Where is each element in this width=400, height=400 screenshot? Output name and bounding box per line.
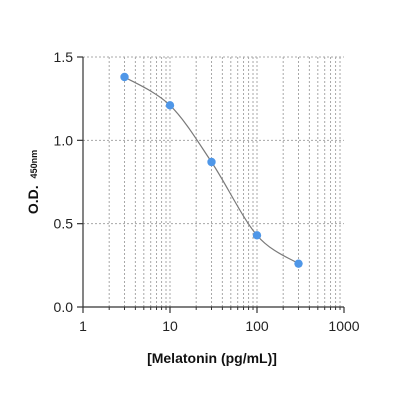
- x-tick-label: 1: [79, 318, 87, 334]
- data-point: [165, 101, 175, 110]
- data-point: [120, 72, 129, 82]
- data-point: [207, 157, 216, 167]
- y-tick-label: 0.5: [54, 216, 74, 232]
- y-tick-label: 0.0: [54, 299, 74, 315]
- x-tick-label: 1000: [328, 318, 359, 334]
- data-point: [252, 231, 262, 240]
- y-axis-label-main: O.D.: [25, 185, 41, 214]
- x-axis-label: [Melatonin (pg/mL)]: [147, 350, 277, 366]
- y-axis-label: O.D. 450nm: [25, 150, 41, 214]
- grid: [83, 56, 344, 307]
- tick-labels: 1 10 100 1000 0.0 0.5 1.0 1.5: [54, 49, 360, 334]
- data-point: [294, 259, 303, 268]
- y-axis-label-sub: 450nm: [29, 150, 39, 179]
- data-points: [120, 72, 303, 268]
- x-tick-label: 10: [162, 318, 178, 334]
- axes: [77, 56, 345, 313]
- y-tick-label: 1.0: [54, 132, 74, 148]
- y-tick-label: 1.5: [54, 49, 74, 65]
- x-tick-label: 100: [245, 318, 269, 334]
